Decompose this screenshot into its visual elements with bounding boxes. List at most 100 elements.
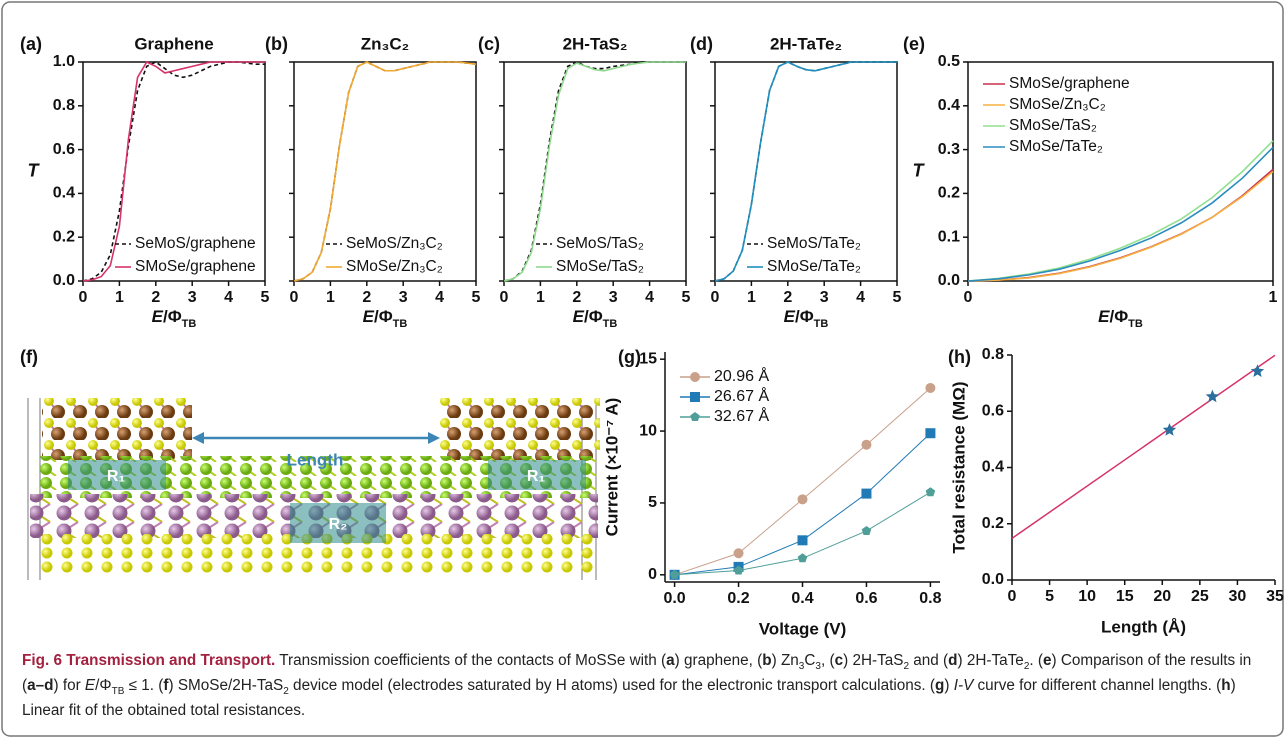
axis-label-var: E	[152, 307, 164, 326]
x-tick-label: 0.2	[727, 590, 749, 607]
caption-text: curve for different channel lengths. (	[973, 677, 1221, 694]
axis-label-sub: TB	[182, 318, 197, 330]
axis-label-var: E	[573, 307, 585, 326]
series-line	[675, 492, 931, 575]
x-tick-label: 2	[362, 289, 371, 306]
arrow-head	[192, 432, 204, 444]
y-tick-label: 0.8	[982, 346, 1004, 363]
legend-label: SeMoS/Zn₃C₂	[346, 235, 443, 252]
y-tick-label: 0.6	[53, 141, 75, 158]
legend-label: SMoSe/graphene	[135, 258, 256, 275]
r2-label: R₂	[329, 516, 348, 533]
x-tick-label: 2	[783, 289, 792, 306]
x-tick-label: 0.6	[855, 590, 877, 607]
y-axis-label: T	[28, 160, 41, 180]
caption-text: e	[1043, 652, 1052, 669]
axis-label-sub: TB	[1128, 318, 1143, 330]
y-tick-label: 0.4	[53, 185, 75, 202]
x-tick-label: 0.8	[919, 590, 941, 607]
y-tick-label: 0.4	[982, 459, 1004, 476]
x-tick-label: 5	[261, 289, 270, 306]
x-tick-label: 2	[572, 289, 581, 306]
axis-label-text: /Φ	[163, 307, 182, 326]
caption-text: and (	[909, 652, 948, 669]
caption-text: a	[666, 652, 675, 669]
x-tick-label: 30	[1229, 588, 1247, 605]
caption-text: d	[948, 652, 957, 669]
x-tick-label: 5	[472, 289, 481, 306]
y-tick-label: 0.6	[982, 402, 1004, 419]
panel-label: (g)	[618, 347, 641, 367]
marker	[1251, 364, 1264, 377]
panel-label: (d)	[690, 34, 713, 54]
caption: Fig. 6 Transmission and Transport. Trans…	[22, 648, 1272, 723]
chart-title: 2H-TaS₂	[563, 34, 628, 53]
x-tick-label: 20	[1153, 588, 1171, 605]
y-tick-label: 1.0	[53, 53, 75, 70]
series-line	[968, 172, 1273, 282]
y-tick-label: 0.5	[938, 53, 960, 70]
chart-title: Graphene	[134, 34, 213, 53]
caption-text: /Φ	[95, 677, 111, 694]
axis-label-sub: TB	[393, 318, 408, 330]
caption-text: ) 2H-TaTe	[958, 652, 1024, 669]
legend-label: 32.67 Å	[714, 406, 769, 425]
x-tick-label: 1	[536, 289, 545, 306]
axis-label-text: /Φ	[1109, 307, 1128, 326]
axis-label-text: /Φ	[795, 307, 814, 326]
x-tick-label: 2	[151, 289, 160, 306]
caption-text: ) graphene, (	[675, 652, 763, 669]
x-tick-label: 3	[188, 289, 197, 306]
axis-label: Voltage (V)	[759, 619, 847, 638]
arrow-head	[428, 432, 440, 444]
caption-text: ) 2H-TaS	[843, 652, 903, 669]
caption-text: I-V	[954, 677, 974, 694]
page: Length R₁ R₁ R₂ (f) (a)Graphene0123450.0…	[0, 0, 1285, 738]
marker	[862, 526, 872, 535]
figure: Length R₁ R₁ R₂ (f) (a)Graphene0123450.0…	[0, 0, 1285, 738]
marker	[690, 372, 700, 382]
legend-label: SeMoS/TaS₂	[556, 235, 644, 252]
axis-label-sub: TB	[603, 318, 618, 330]
x-tick-label: 0	[711, 289, 720, 306]
axis-label-var: E	[784, 307, 796, 326]
panel-label: (b)	[265, 34, 288, 54]
series-line	[968, 169, 1273, 281]
legend-label: 26.67 Å	[714, 386, 769, 405]
x-tick-label: 1	[747, 289, 756, 306]
caption-text: ) for	[53, 677, 84, 694]
electrode	[440, 398, 600, 460]
x-tick-label: 35	[1266, 588, 1284, 605]
chart-title: 2H-TaTe₂	[770, 34, 842, 53]
legend-label: 20.96 Å	[714, 366, 769, 385]
x-tick-label: 0.0	[663, 590, 685, 607]
series-line	[968, 141, 1273, 281]
legend-label: SeMoS/TaTe₂	[767, 235, 861, 252]
legend-label: SMoSe/Zn₃C₂	[1009, 96, 1106, 113]
x-tick-label: 0	[79, 289, 88, 306]
panel-label: (e)	[903, 34, 925, 54]
x-tick-label: 10	[1078, 588, 1096, 605]
x-tick-label: 0	[290, 289, 299, 306]
caption-text: c	[835, 652, 844, 669]
caption-text: , (	[821, 652, 835, 669]
legend-label: SMoSe/TaTe₂	[1009, 138, 1103, 155]
axis-label: E/ΦTB	[152, 307, 197, 329]
caption-text: C	[804, 652, 815, 669]
chart-title: Zn₃C₂	[361, 34, 409, 53]
fit-line	[1012, 355, 1275, 538]
marker	[925, 383, 935, 393]
marker	[798, 535, 808, 545]
y-tick-label: 5	[648, 494, 657, 511]
x-tick-label: 1	[326, 289, 335, 306]
x-tick-label: 5	[682, 289, 691, 306]
caption-text: E	[85, 677, 95, 694]
y-tick-label: 0.2	[53, 228, 75, 245]
y-tick-label: 15	[639, 350, 657, 367]
marker	[734, 548, 744, 558]
y-tick-label: 0.2	[982, 515, 1004, 532]
y-tick-label: 10	[639, 422, 657, 439]
caption-text: ≤ 1. (	[124, 677, 163, 694]
x-tick-label: 4	[435, 289, 444, 306]
x-tick-label: 3	[399, 289, 408, 306]
